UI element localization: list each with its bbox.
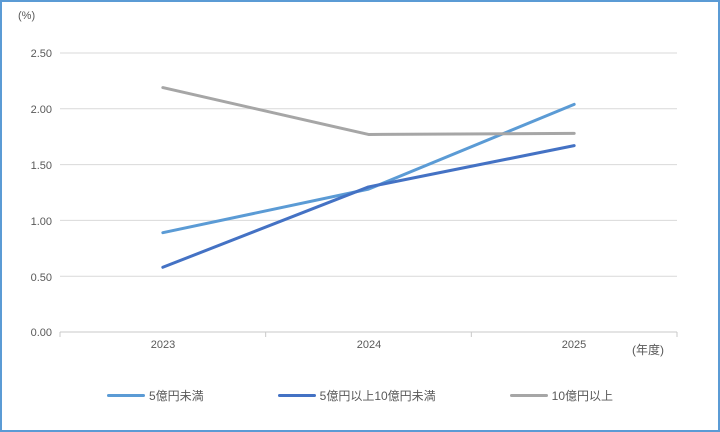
series-line-3: [161, 86, 576, 136]
legend-item-series-3: 10億円以上: [509, 387, 614, 404]
legend-item-series-1: 5億円未満: [106, 387, 204, 404]
legend-line-swatch-icon: [277, 393, 316, 397]
legend-label: 10億円以上: [551, 388, 614, 403]
legend-line-swatch-icon: [106, 393, 145, 397]
series-line-2: [161, 144, 576, 269]
legend-item-series-2: 5億円以上10億円未満: [277, 387, 436, 404]
x-axis-tick-label: 2024: [356, 339, 382, 351]
x-axis-unit-label: (年度): [632, 343, 664, 357]
legend-label: 5億円未満: [148, 388, 204, 403]
y-axis-tick-label: 1.00: [30, 216, 52, 228]
y-axis-tick-label: 2.50: [30, 48, 52, 60]
legend-line-swatch-icon: [509, 393, 548, 397]
chart-legend: 5億円未満 5億円以上10億円未満 10億円以上: [2, 386, 718, 404]
series-line-1: [161, 102, 576, 235]
x-axis-tick-label: 2025: [561, 339, 587, 351]
y-axis-tick-label: 2.00: [30, 104, 52, 116]
x-axis-tick-label: 2023: [150, 339, 176, 351]
legend-label: 5億円以上10億円未満: [319, 388, 436, 403]
y-axis-tick-label: 0.50: [30, 272, 52, 284]
y-axis-tick-label: 1.50: [30, 160, 52, 172]
y-axis-tick-label: 0.00: [30, 327, 52, 339]
y-axis-unit-label: (%): [18, 10, 36, 22]
